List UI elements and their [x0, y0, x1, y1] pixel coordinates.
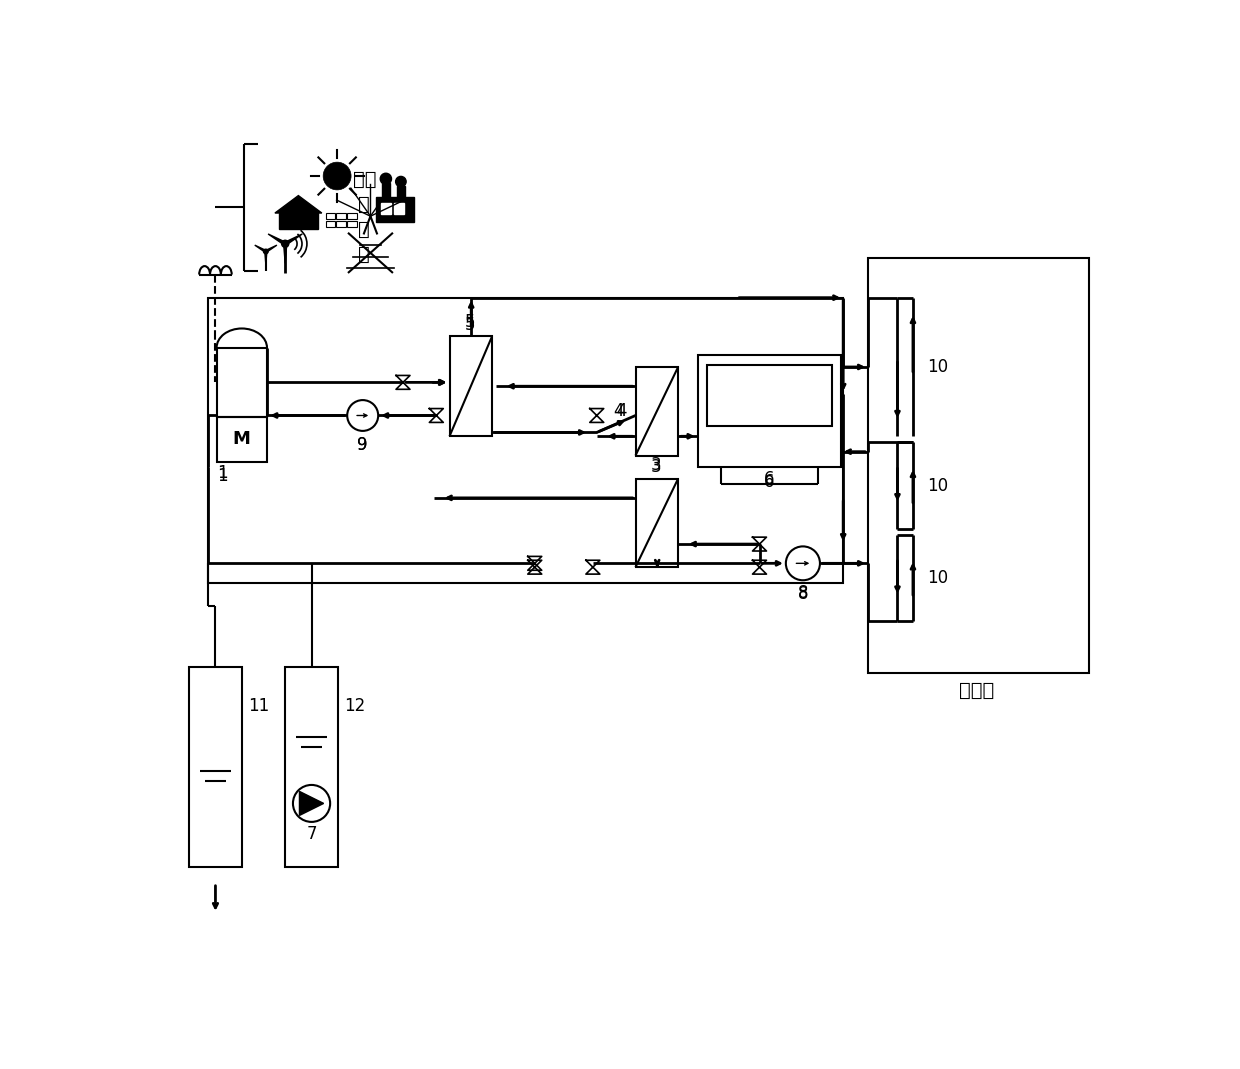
Polygon shape: [279, 213, 317, 229]
Polygon shape: [397, 186, 404, 198]
Bar: [326, 221, 335, 227]
Circle shape: [381, 173, 392, 185]
Circle shape: [324, 162, 351, 190]
Bar: [285, 667, 337, 867]
Polygon shape: [300, 791, 324, 816]
Text: 4: 4: [614, 402, 624, 420]
Bar: [336, 221, 346, 227]
Bar: [217, 417, 268, 462]
Bar: [207, 297, 843, 583]
Text: 间歇
性
能
源: 间歇 性 能 源: [352, 170, 376, 264]
Polygon shape: [284, 244, 286, 263]
Bar: [188, 667, 242, 867]
Text: 5: 5: [465, 315, 476, 334]
Text: 7: 7: [306, 825, 316, 843]
Bar: [697, 355, 841, 467]
Bar: [635, 367, 678, 455]
Text: 10: 10: [926, 358, 949, 376]
Polygon shape: [284, 234, 303, 245]
Text: 9: 9: [357, 436, 368, 453]
Text: 建筑物: 建筑物: [959, 681, 994, 700]
Bar: [347, 221, 357, 227]
Polygon shape: [254, 245, 267, 252]
Bar: [217, 347, 268, 417]
Text: 6: 6: [764, 469, 774, 487]
Bar: [868, 258, 1089, 673]
Polygon shape: [265, 245, 277, 252]
Text: M: M: [233, 431, 250, 448]
Text: 5: 5: [465, 313, 476, 331]
Bar: [347, 213, 357, 219]
Bar: [635, 479, 678, 568]
Polygon shape: [381, 203, 391, 214]
Text: 8: 8: [797, 584, 808, 602]
Text: 6: 6: [764, 474, 774, 492]
Polygon shape: [268, 234, 286, 245]
Text: 4: 4: [616, 402, 626, 420]
Text: 3: 3: [651, 459, 662, 476]
Bar: [449, 336, 492, 436]
Polygon shape: [275, 196, 322, 213]
Text: 10: 10: [926, 569, 949, 587]
Text: 1: 1: [217, 464, 228, 482]
Polygon shape: [377, 198, 414, 221]
Circle shape: [396, 176, 407, 187]
Text: 11: 11: [248, 697, 269, 715]
Polygon shape: [265, 251, 267, 264]
Text: 1: 1: [217, 467, 228, 485]
Text: 12: 12: [345, 697, 366, 715]
Polygon shape: [394, 203, 404, 214]
Bar: [336, 213, 346, 219]
Circle shape: [264, 249, 268, 253]
Polygon shape: [382, 183, 389, 198]
Circle shape: [281, 241, 289, 247]
Text: 3: 3: [651, 455, 662, 474]
Text: 10: 10: [926, 477, 949, 495]
Bar: [707, 365, 832, 427]
Bar: [326, 213, 335, 219]
Text: 8: 8: [797, 585, 808, 603]
Text: 9: 9: [357, 436, 368, 453]
